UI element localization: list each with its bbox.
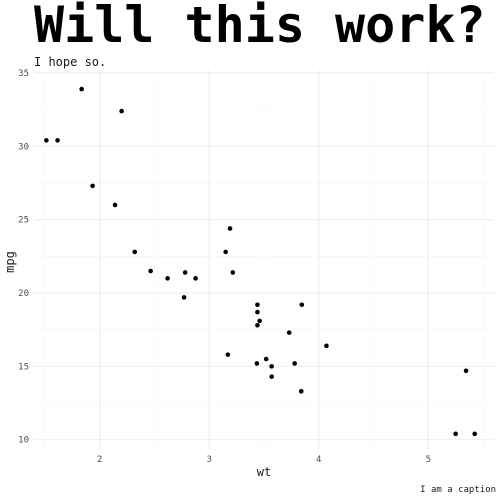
data-point xyxy=(257,318,262,324)
data-point xyxy=(324,343,329,349)
data-point xyxy=(286,330,292,335)
data-point xyxy=(463,368,469,374)
x-tick-label: 4 xyxy=(316,455,321,465)
y-axis-title: mpg xyxy=(3,251,17,273)
data-point xyxy=(79,86,84,92)
data-point xyxy=(453,431,458,437)
data-point xyxy=(44,138,49,143)
y-tick-label: 20 xyxy=(18,289,29,299)
x-axis-title: wt xyxy=(257,465,271,479)
y-tick-label: 15 xyxy=(18,362,29,372)
data-point xyxy=(299,302,305,308)
data-point xyxy=(181,295,187,300)
data-point xyxy=(193,276,198,281)
data-point xyxy=(263,356,269,362)
tick-labels: 2 3 4 5 10 15 20 25 30 35 xyxy=(18,69,431,465)
data-point xyxy=(182,270,188,275)
data-point xyxy=(269,364,274,369)
data-point xyxy=(223,249,228,255)
data-point xyxy=(90,183,95,189)
data-point xyxy=(227,226,233,231)
data-point xyxy=(472,431,478,437)
data-point xyxy=(292,361,297,366)
data-point xyxy=(255,322,260,328)
data-point xyxy=(225,352,231,357)
data-point xyxy=(255,302,260,308)
data-point xyxy=(298,389,304,394)
data-point xyxy=(255,309,260,315)
x-tick-label: 2 xyxy=(97,455,102,465)
data-point xyxy=(254,361,260,366)
data-points xyxy=(44,86,478,437)
y-tick-label: 25 xyxy=(18,216,29,226)
x-tick-label: 5 xyxy=(426,455,431,465)
y-tick-label: 35 xyxy=(18,69,29,79)
data-point xyxy=(148,268,153,274)
data-point xyxy=(119,108,124,114)
data-point xyxy=(55,138,60,143)
data-point xyxy=(132,249,138,255)
data-point xyxy=(269,374,274,379)
y-tick-label: 30 xyxy=(18,142,29,152)
data-point xyxy=(230,270,236,275)
chart-subtitle: I hope so. xyxy=(34,55,106,69)
chart-caption: I am a caption xyxy=(420,485,496,495)
y-tick-label: 10 xyxy=(18,436,29,446)
x-tick-label: 3 xyxy=(207,455,212,465)
chart-title: Will this work? xyxy=(34,0,486,54)
data-point xyxy=(165,276,170,281)
gridlines xyxy=(34,70,494,450)
data-point xyxy=(112,202,118,208)
